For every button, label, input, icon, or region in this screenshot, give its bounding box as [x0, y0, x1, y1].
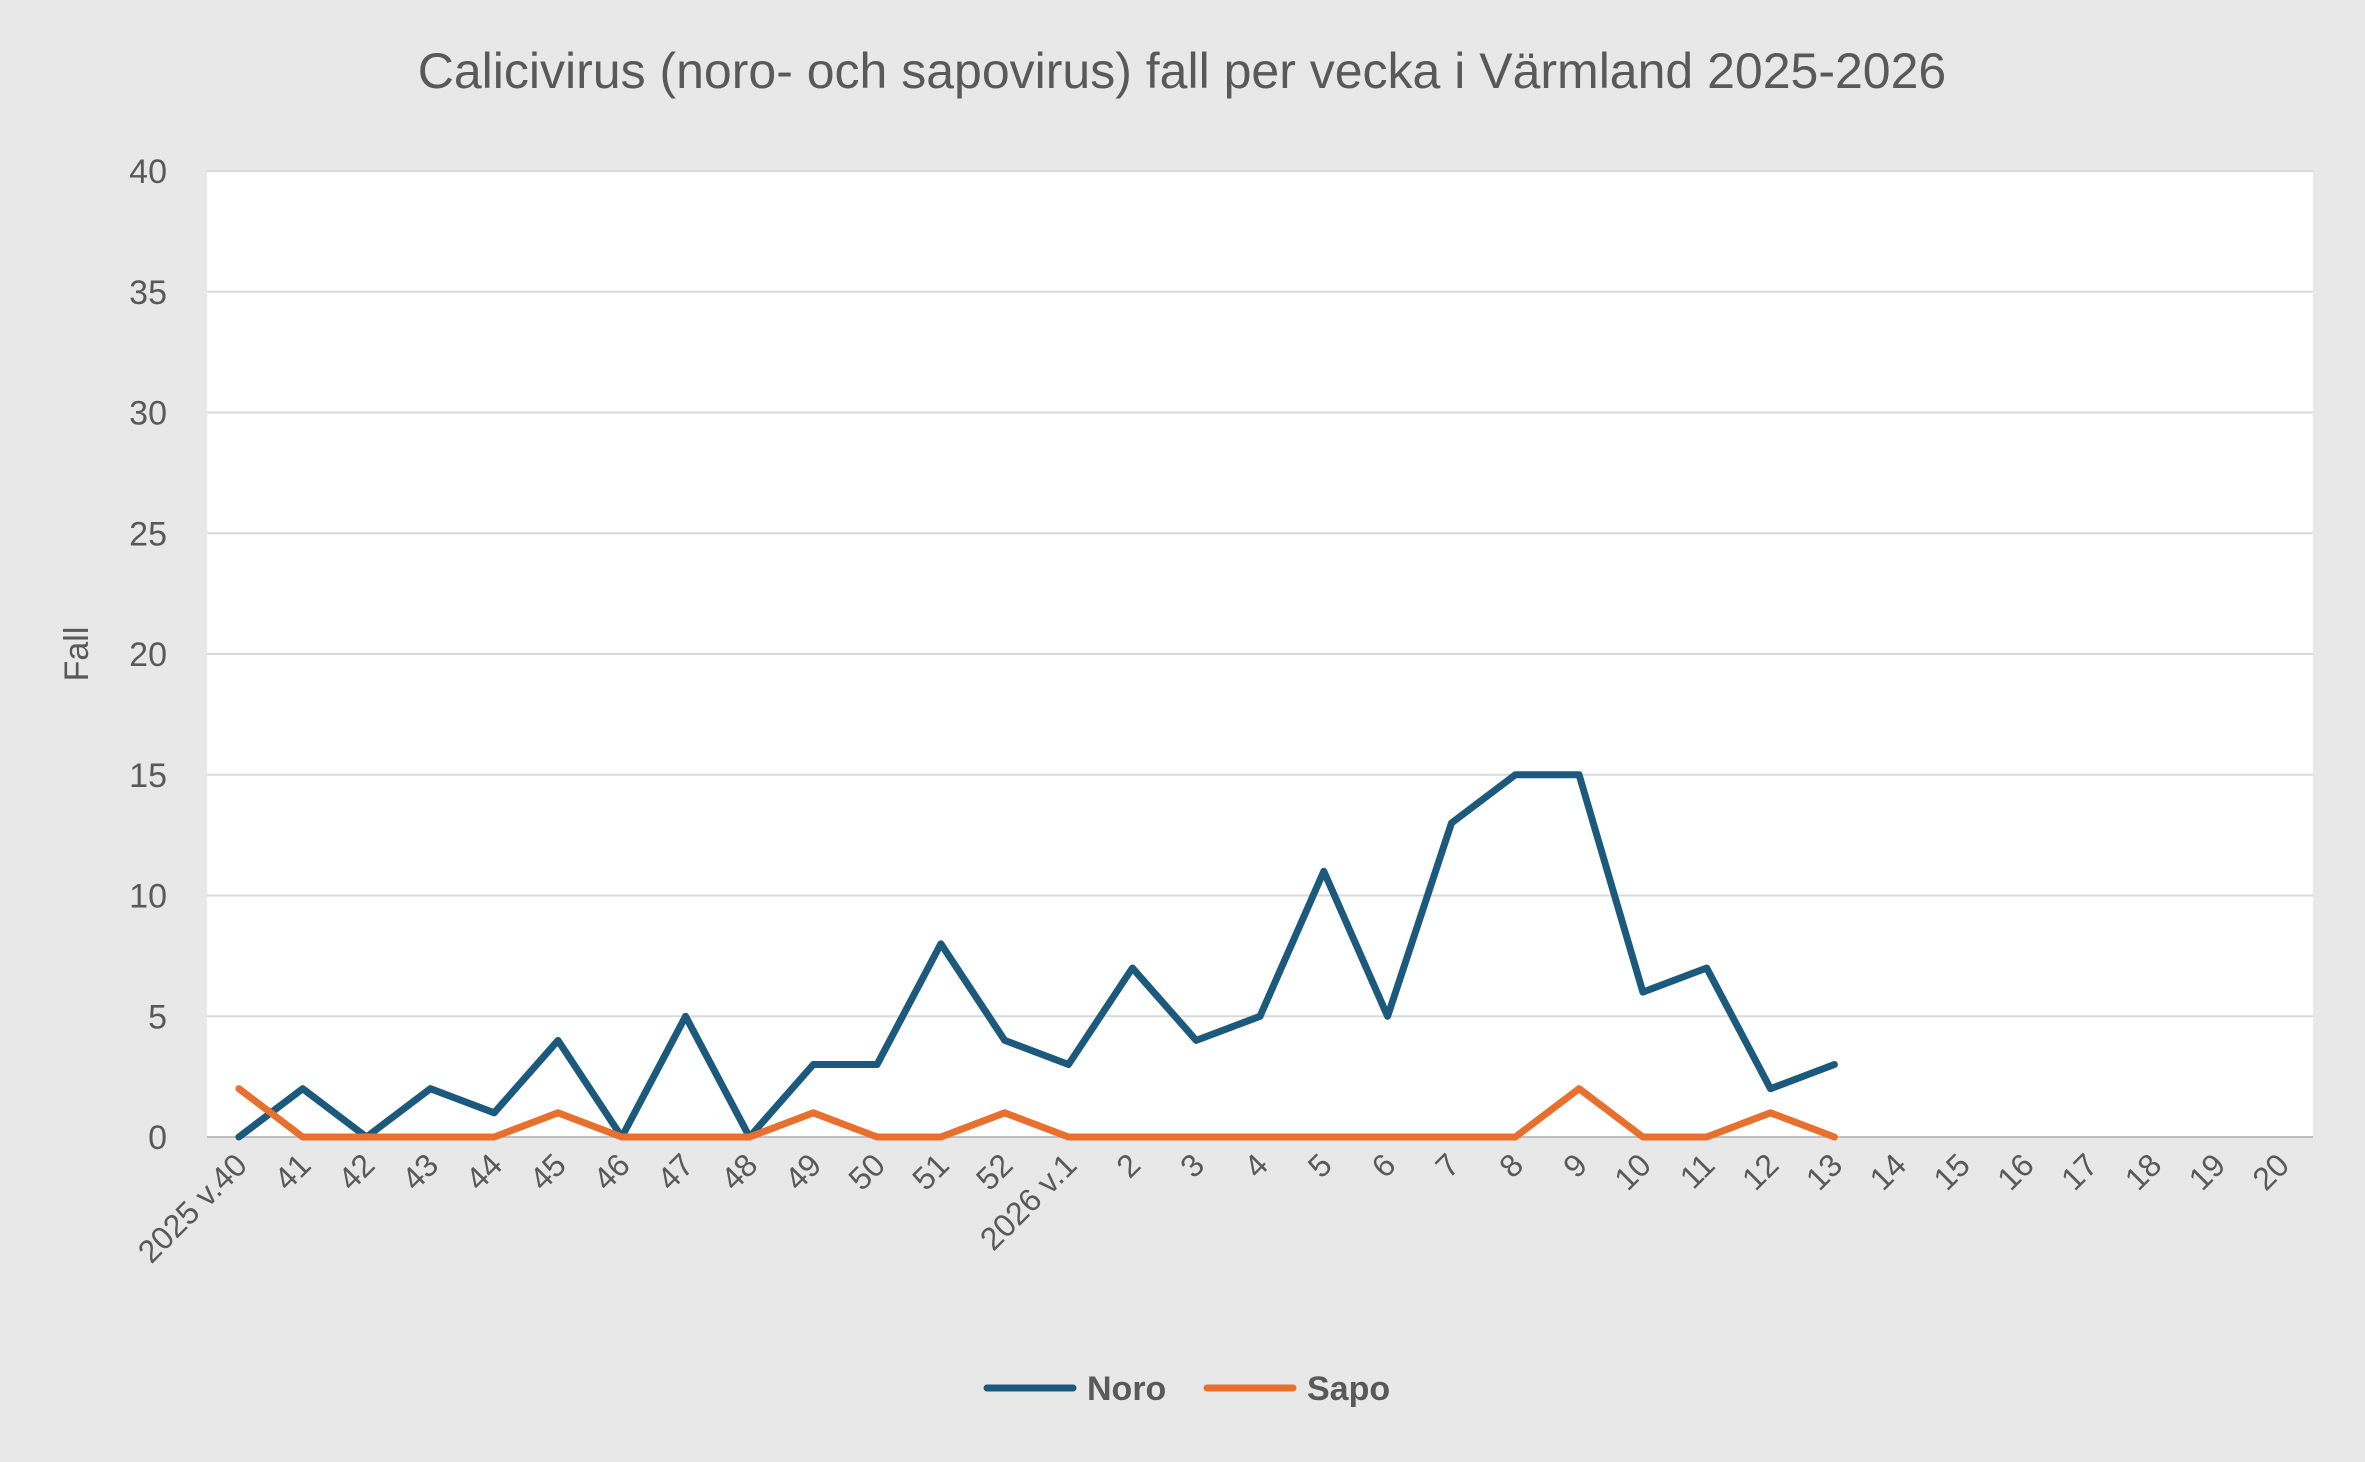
y-tick-label: 25 [129, 515, 167, 553]
legend-item-noro[interactable]: Noro [983, 1370, 1166, 1408]
legend-label: Noro [1087, 1370, 1166, 1408]
y-tick-label: 15 [129, 757, 167, 795]
series-line-sapo [235, 1085, 1838, 1141]
y-tick-label: 40 [129, 153, 167, 191]
y-tick-label: 0 [148, 1119, 167, 1157]
y-tick-label: 35 [129, 274, 167, 312]
legend-item-sapo[interactable]: Sapo [1203, 1370, 1390, 1408]
legend[interactable]: Noro Sapo [983, 1370, 1390, 1408]
y-tick-label: 30 [129, 395, 167, 433]
series-lines [235, 771, 1838, 1141]
chart-title: Calicivirus (noro- och sapovirus) fall p… [418, 43, 1946, 99]
y-axis-label: Fall [58, 627, 96, 682]
gridlines [207, 170, 2313, 1138]
legend-label: Sapo [1307, 1370, 1390, 1408]
y-tick-label: 5 [148, 998, 167, 1036]
y-tick-label: 20 [129, 636, 167, 674]
y-axis-ticks: 0 5 10 15 20 25 30 35 40 [129, 153, 167, 1157]
series-line-noro [235, 771, 1838, 1141]
y-tick-label: 10 [129, 878, 167, 916]
